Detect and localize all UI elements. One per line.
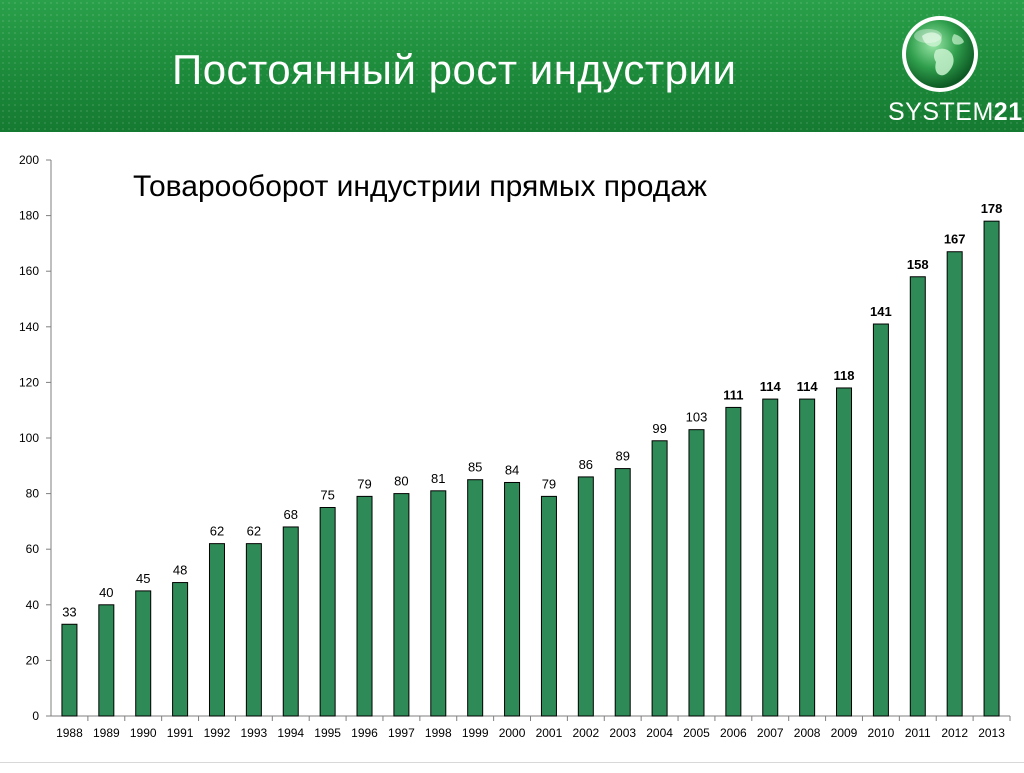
bar bbox=[725, 406, 742, 717]
x-tick-label: 2011 bbox=[905, 726, 931, 740]
bar-value-label: 167 bbox=[944, 232, 966, 247]
x-tick-label: 1990 bbox=[130, 726, 157, 740]
bar bbox=[61, 623, 78, 717]
bar-value-label: 79 bbox=[542, 476, 556, 491]
bar bbox=[762, 398, 779, 717]
bar-value-label: 85 bbox=[468, 460, 482, 475]
x-tick-label: 2001 bbox=[536, 726, 563, 740]
bar bbox=[836, 387, 853, 717]
x-tick-label: 1992 bbox=[204, 726, 231, 740]
bar bbox=[319, 507, 336, 717]
bar-value-label: 40 bbox=[99, 585, 113, 600]
x-tick-label: 2002 bbox=[572, 726, 599, 740]
bar bbox=[946, 251, 963, 717]
bar bbox=[172, 582, 189, 717]
bar-value-label: 81 bbox=[431, 471, 445, 486]
bar bbox=[430, 490, 447, 717]
bar-value-label: 48 bbox=[173, 563, 187, 578]
bar bbox=[504, 481, 521, 717]
bar-value-label: 75 bbox=[320, 488, 334, 503]
y-tick-label: 200 bbox=[19, 153, 39, 167]
bar-value-label: 114 bbox=[760, 379, 782, 394]
x-tick-label: 1999 bbox=[462, 726, 489, 740]
chart-area: Товарооборот индустрии прямых продаж 0 20… bbox=[0, 140, 1024, 768]
slide-title: Постоянный рост индустрии bbox=[172, 46, 737, 93]
x-tick-label: 1991 bbox=[167, 726, 194, 740]
bar-chart: Товарооборот индустрии прямых продаж 0 20… bbox=[19, 153, 1011, 740]
footer-divider bbox=[0, 762, 1024, 763]
bar bbox=[245, 543, 262, 717]
bar-value-label: 33 bbox=[62, 604, 76, 619]
bar bbox=[282, 526, 299, 717]
y-tick-label: 0 bbox=[32, 709, 39, 723]
bar-value-label: 99 bbox=[652, 421, 666, 436]
bar bbox=[98, 604, 115, 717]
bar bbox=[356, 495, 373, 717]
x-tick-label: 2010 bbox=[868, 726, 895, 740]
bar-value-label: 68 bbox=[284, 507, 298, 522]
y-tick-label: 40 bbox=[26, 598, 40, 612]
y-tick-label: 60 bbox=[26, 542, 40, 556]
logo-wordmark: SYSTEM21 bbox=[888, 98, 1023, 126]
bar bbox=[577, 476, 594, 717]
x-tick-label: 1996 bbox=[351, 726, 378, 740]
bar bbox=[651, 440, 668, 717]
chart-axes: 0 20 40 60 80 100 120 140 160 180 200 1988 1989 1990 1… bbox=[19, 153, 1011, 740]
x-tick-label: 2012 bbox=[941, 726, 968, 740]
bar bbox=[614, 468, 631, 717]
bar-value-label: 80 bbox=[394, 474, 408, 489]
slide-header: Постоянный рост индустрии SYSTEM21 bbox=[0, 0, 1024, 132]
y-tick-label: 80 bbox=[26, 487, 40, 501]
bar-value-label: 141 bbox=[870, 304, 892, 319]
chart-title: Товарооборот индустрии прямых продаж bbox=[133, 170, 707, 203]
bar-value-label: 84 bbox=[505, 462, 519, 477]
bar-value-label: 89 bbox=[615, 449, 629, 464]
x-tick-label: 1998 bbox=[425, 726, 452, 740]
bar-value-label: 178 bbox=[981, 201, 1003, 216]
y-tick-label: 120 bbox=[19, 375, 39, 389]
bar bbox=[540, 495, 557, 717]
bar-value-label: 79 bbox=[357, 476, 371, 491]
chart-bars: 33 40 45 48 62 62 68 75 79 80 81 85 84 79 86 89 99 103 111… bbox=[61, 201, 1003, 717]
bar-value-label: 62 bbox=[247, 524, 261, 539]
bar bbox=[799, 398, 816, 717]
y-tick-label: 100 bbox=[19, 431, 39, 445]
x-tick-label: 2004 bbox=[646, 726, 673, 740]
bar-value-label: 114 bbox=[797, 379, 819, 394]
bar bbox=[909, 276, 926, 717]
y-tick-label: 20 bbox=[26, 653, 40, 667]
x-tick-label: 2009 bbox=[831, 726, 858, 740]
x-tick-label: 1997 bbox=[388, 726, 415, 740]
x-tick-label: 2003 bbox=[609, 726, 636, 740]
bar-value-label: 86 bbox=[579, 457, 593, 472]
y-tick-label: 180 bbox=[19, 209, 39, 223]
bar-value-label: 118 bbox=[834, 368, 855, 383]
x-tick-label: 2000 bbox=[499, 726, 526, 740]
bar-value-label: 45 bbox=[136, 571, 150, 586]
x-tick-label: 2005 bbox=[683, 726, 710, 740]
x-tick-label: 2006 bbox=[720, 726, 747, 740]
bar bbox=[135, 590, 152, 717]
x-tick-label: 2007 bbox=[757, 726, 784, 740]
bar-value-label: 103 bbox=[686, 410, 708, 425]
x-tick-label: 1989 bbox=[93, 726, 120, 740]
bar bbox=[467, 479, 484, 717]
bar bbox=[208, 543, 225, 717]
x-tick-label: 2008 bbox=[794, 726, 821, 740]
bar bbox=[872, 323, 889, 717]
x-tick-label: 1995 bbox=[314, 726, 341, 740]
x-tick-label: 1994 bbox=[277, 726, 304, 740]
bar-value-label: 62 bbox=[210, 524, 224, 539]
x-tick-label: 1993 bbox=[241, 726, 268, 740]
bar bbox=[983, 220, 1000, 717]
x-tick-label: 1988 bbox=[56, 726, 83, 740]
bar-value-label: 111 bbox=[723, 387, 743, 402]
bar-value-label: 158 bbox=[907, 257, 929, 272]
y-tick-label: 160 bbox=[19, 264, 39, 278]
globe-icon bbox=[902, 16, 978, 92]
y-tick-label: 140 bbox=[19, 320, 39, 334]
x-tick-label: 2013 bbox=[978, 726, 1005, 740]
bar bbox=[393, 493, 410, 717]
bar bbox=[688, 429, 705, 717]
